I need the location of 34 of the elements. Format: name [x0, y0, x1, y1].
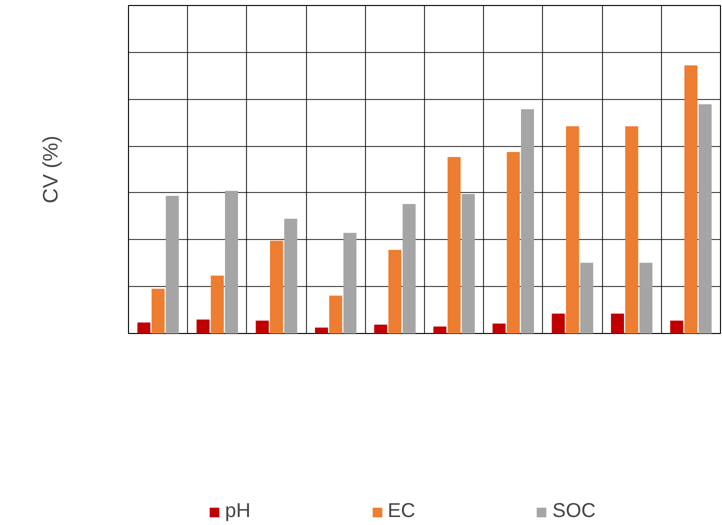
legend-label: EC — [388, 500, 416, 523]
bar — [698, 104, 712, 334]
bar — [374, 324, 388, 334]
bar — [329, 296, 342, 334]
bar — [580, 262, 594, 334]
bar — [506, 152, 520, 334]
legend-label: pH — [225, 500, 251, 523]
y-axis-title: CV (%) — [40, 136, 62, 204]
bar — [520, 109, 534, 334]
bar — [448, 157, 461, 334]
bar — [196, 320, 210, 334]
bar — [224, 190, 238, 334]
bar — [670, 320, 684, 334]
bar — [270, 240, 284, 334]
bar — [462, 194, 475, 334]
bar — [625, 126, 638, 334]
bar — [639, 262, 652, 334]
bar — [388, 250, 402, 334]
bar — [343, 232, 356, 334]
bar — [402, 204, 416, 334]
bar — [314, 328, 328, 334]
bar — [492, 324, 506, 334]
bar — [433, 326, 446, 334]
legend-label: SOC — [552, 500, 596, 523]
bar — [566, 126, 580, 334]
bar — [284, 218, 298, 334]
bar — [152, 288, 165, 334]
bar — [210, 276, 224, 334]
bar — [166, 196, 179, 334]
bar — [256, 320, 269, 334]
bar — [552, 314, 565, 334]
bar — [137, 322, 150, 334]
bar — [610, 314, 624, 334]
bar — [684, 65, 698, 334]
